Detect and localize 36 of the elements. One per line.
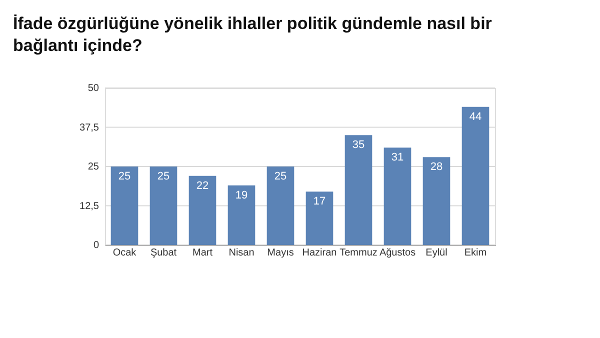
bar xyxy=(228,185,256,245)
chart-title: İfade özgürlüğüne yönelik ihlaller politik gündemle nasıl bir bağlantı içinde? xyxy=(13,14,492,55)
y-tick-label: 50 xyxy=(88,83,100,94)
bar xyxy=(384,148,412,245)
data-label: 44 xyxy=(469,110,482,123)
bar xyxy=(422,157,450,245)
data-label: 25 xyxy=(274,170,287,182)
data-label: 28 xyxy=(430,161,443,174)
data-label: 17 xyxy=(313,196,326,208)
bar xyxy=(462,106,490,245)
y-tick-label: 37,5 xyxy=(80,122,100,134)
y-tick-label: 25 xyxy=(88,162,100,172)
x-tick-label: Haziran xyxy=(302,248,337,258)
x-tick-label: Temmuz xyxy=(340,248,378,258)
bar xyxy=(150,166,178,245)
x-tick-label: Nisan xyxy=(228,248,254,258)
bar xyxy=(344,135,372,245)
x-tick-label: Mayıs xyxy=(267,248,294,258)
bar xyxy=(306,192,334,245)
x-tick-label: Ekim xyxy=(464,248,487,258)
data-label: 25 xyxy=(118,170,131,182)
x-tick-label: Mart xyxy=(192,248,213,258)
x-tick-label: Şubat xyxy=(150,248,177,258)
data-label: 22 xyxy=(196,180,209,192)
data-label: 31 xyxy=(391,152,404,164)
x-tick-label: Eylül xyxy=(426,248,448,258)
data-label: 19 xyxy=(235,189,248,202)
bar xyxy=(266,166,294,245)
bar xyxy=(110,166,138,245)
bar xyxy=(188,176,216,245)
y-tick-label: 12,5 xyxy=(80,200,100,212)
data-label: 25 xyxy=(157,170,170,182)
y-tick-label: 0 xyxy=(93,240,100,251)
data-label: 35 xyxy=(352,139,365,152)
x-tick-label: Ocak xyxy=(112,248,138,258)
x-tick-label: Ağustos xyxy=(379,248,416,258)
